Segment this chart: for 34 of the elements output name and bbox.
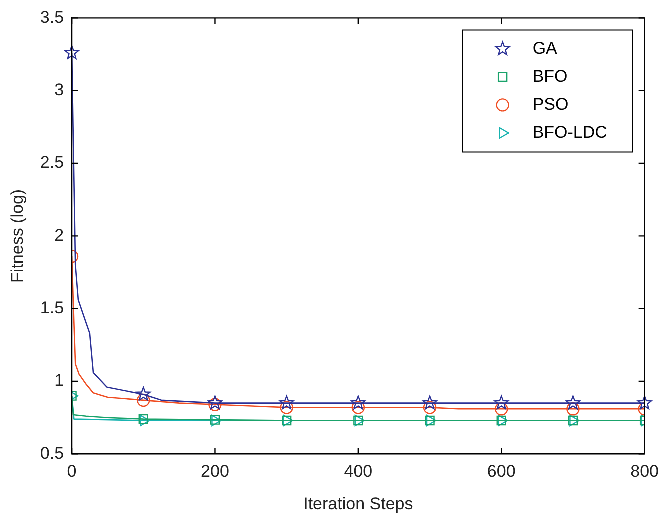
point (566, 396, 580, 410)
point (137, 394, 150, 408)
legend-label: GA (532, 38, 558, 58)
y-tick-label: 2.5 (40, 153, 64, 172)
point (423, 401, 437, 414)
y-tick-label: 1 (54, 371, 64, 390)
legend-label: PSO (532, 94, 569, 114)
point (138, 414, 148, 424)
x-tick-label: 800 (630, 462, 660, 482)
x-tick-label: 200 (201, 462, 230, 482)
point (280, 396, 294, 410)
point (351, 396, 366, 410)
y-tick-label: 3 (54, 80, 64, 100)
point (136, 387, 151, 401)
y-axis-title: Fitness (log) (8, 189, 27, 283)
point (494, 396, 509, 410)
point (638, 396, 652, 410)
x-tick-label: 600 (487, 462, 516, 482)
y-tick-label: 3.5 (40, 8, 64, 27)
point (280, 401, 294, 414)
y-tick-label: 2 (54, 226, 64, 245)
point (140, 414, 150, 427)
point (422, 396, 438, 410)
x-tick-label: 0 (67, 462, 77, 482)
point (208, 396, 222, 410)
legend-label: BFO (532, 66, 568, 86)
point (352, 401, 366, 414)
y-tick-label: 1.5 (40, 298, 64, 318)
point (64, 45, 80, 60)
y-tick-label: 0.5 (40, 444, 64, 463)
point (208, 398, 222, 412)
x-tick-label: 400 (344, 462, 373, 482)
x-axis-title: Iteration Steps (304, 494, 414, 514)
legend-label: BFO-LDC (532, 122, 608, 142)
